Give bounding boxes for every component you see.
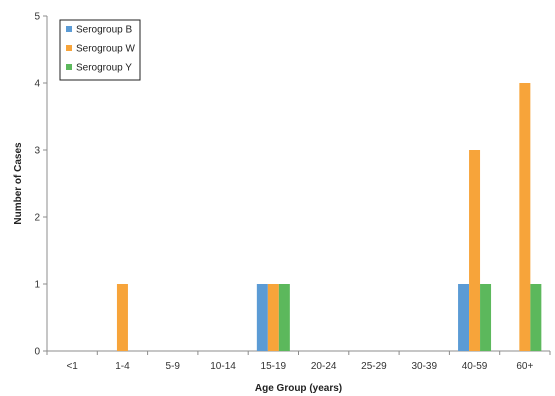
- x-tick-label: 15-19: [261, 361, 287, 372]
- bar-series-group: [116, 83, 542, 351]
- x-tick-label: 5-9: [166, 361, 181, 372]
- x-tick-label: 10-14: [210, 361, 236, 372]
- legend-swatch-serogroup-b: [66, 26, 72, 32]
- legend-label-serogroup-b: Serogroup B: [76, 25, 132, 36]
- y-tick-label: 5: [34, 12, 40, 23]
- legend-label-serogroup-y: Serogroup Y: [76, 63, 132, 74]
- x-tick-label: 60+: [516, 361, 533, 372]
- x-tick-label: 30-39: [411, 361, 437, 372]
- y-axis-title: Number of Cases: [13, 142, 24, 225]
- bar-serogroup-w-9: [519, 83, 531, 351]
- x-tick-label: 20-24: [311, 361, 337, 372]
- x-tick-label: 1-4: [115, 361, 130, 372]
- bar-serogroup-y-4: [278, 284, 290, 351]
- bar-serogroup-b-8: [458, 284, 470, 351]
- legend-label-serogroup-w: Serogroup W: [76, 44, 135, 55]
- x-axis-ticks: <1 1-4 5-9 10-14 15-19 20-24 25-29 30-39 40-59 60…: [46, 351, 551, 372]
- x-tick-label: 40-59: [462, 361, 488, 372]
- bar-serogroup-w-1: [116, 284, 128, 351]
- x-tick-label: <1: [66, 361, 78, 372]
- bar-serogroup-y-9: [530, 284, 542, 351]
- legend-swatch-serogroup-w: [66, 45, 72, 51]
- y-axis-ticks: 0 1 2 3 4 5: [34, 12, 47, 358]
- x-axis-title: Age Group (years): [255, 383, 342, 394]
- legend: Serogroup B Serogroup W Serogroup Y: [59, 19, 141, 81]
- bar-serogroup-w-8: [469, 150, 481, 351]
- plot-area: 0 1 2 3 4 5 <1 1-4 5-9 10-14 15-19 20-24 25-29 30-39…: [34, 12, 551, 372]
- bar-serogroup-w-4: [267, 284, 279, 351]
- x-tick-label: 25-29: [361, 361, 387, 372]
- legend-box: [59, 19, 141, 81]
- y-tick-label: 3: [34, 146, 40, 157]
- legend-swatch-serogroup-y: [66, 64, 72, 70]
- y-tick-label: 4: [34, 79, 40, 90]
- bar-serogroup-b-4: [256, 284, 268, 351]
- y-tick-label: 1: [34, 280, 40, 291]
- y-tick-label: 0: [34, 347, 40, 358]
- y-tick-label: 2: [34, 213, 40, 224]
- bar-serogroup-y-8: [480, 284, 492, 351]
